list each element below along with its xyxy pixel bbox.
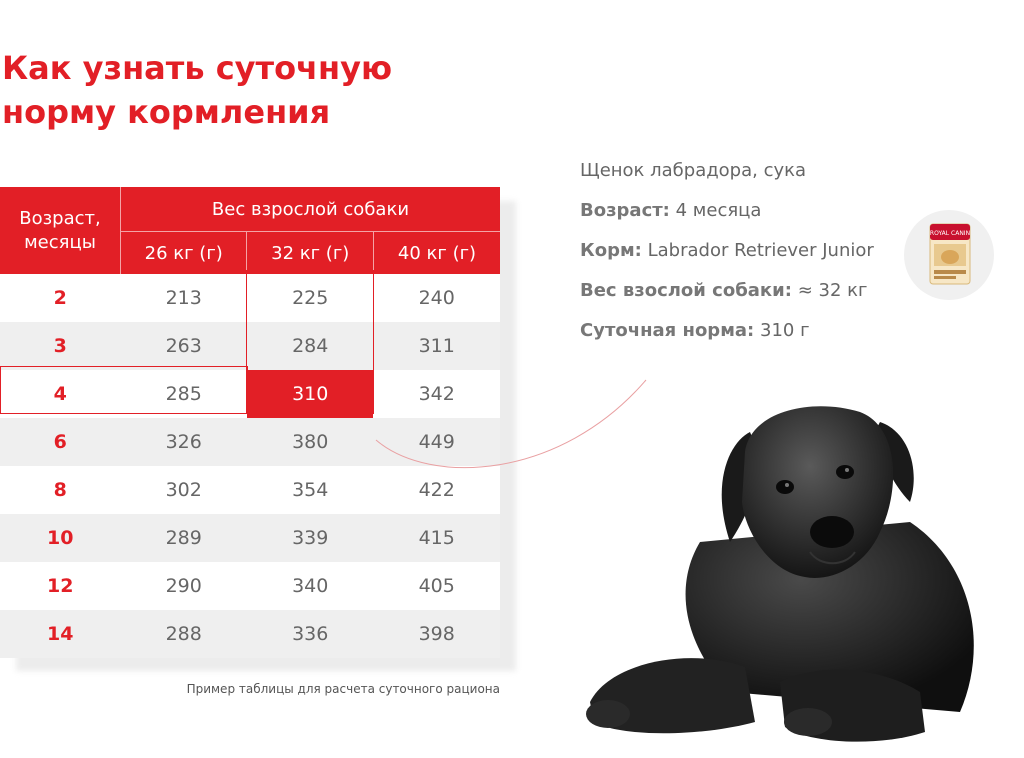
- value-cell: 284: [246, 322, 374, 370]
- value-cell: 240: [373, 274, 500, 322]
- info-adult-weight-value: ≈ 32 кг: [797, 280, 868, 301]
- table-caption: Пример таблицы для расчета суточного рац…: [186, 682, 500, 696]
- food-package-badge: ROYAL CANIN: [904, 210, 994, 300]
- value-cell: 449: [373, 418, 500, 466]
- food-package-icon: ROYAL CANIN: [929, 223, 971, 285]
- table-row: 8 302 354 422: [0, 466, 500, 514]
- age-column-header: Возраст, месяцы: [0, 187, 121, 274]
- weight-column-header-32: 32 кг (г): [246, 231, 374, 274]
- title-line-1: Как узнать суточную: [2, 49, 393, 87]
- info-age: Возраст: 4 месяца: [580, 198, 874, 238]
- value-cell: 285: [120, 370, 247, 418]
- page-title: Как узнать суточную норму кормления: [2, 46, 392, 134]
- value-cell: 422: [373, 466, 500, 514]
- info-daily-norm: Суточная норма: 310 г: [580, 318, 874, 358]
- value-cell: 311: [373, 322, 500, 370]
- value-cell: 288: [120, 610, 247, 658]
- info-food-value: Labrador Retriever Junior: [647, 240, 874, 261]
- value-cell: 339: [246, 514, 374, 562]
- title-line-2: норму кормления: [2, 93, 331, 131]
- highlighted-value-cell: 310: [246, 370, 374, 418]
- age-cell: 4: [0, 370, 121, 418]
- age-cell: 8: [0, 466, 121, 514]
- info-adult-weight: Вес взослой собаки: ≈ 32 кг: [580, 278, 874, 318]
- value-cell: 340: [246, 562, 374, 610]
- weight-column-header-40: 40 кг (г): [373, 231, 500, 274]
- table-row: 4 285 310 342: [0, 370, 500, 418]
- package-brand: ROYAL CANIN: [930, 230, 970, 237]
- value-cell: 263: [120, 322, 247, 370]
- age-cell: 3: [0, 322, 121, 370]
- table-row: 12 290 340 405: [0, 562, 500, 610]
- age-cell: 12: [0, 562, 121, 610]
- value-cell: 354: [246, 466, 374, 514]
- value-cell: 302: [120, 466, 247, 514]
- table-row: 14 288 336 398: [0, 610, 500, 658]
- info-heading: Щенок лабрадора, сука: [580, 160, 807, 181]
- value-cell: 380: [246, 418, 374, 466]
- weight-column-header-26: 26 кг (г): [120, 231, 248, 274]
- info-food-label: Корм:: [580, 240, 642, 261]
- info-age-value: 4 месяца: [675, 200, 762, 221]
- info-food: Корм: Labrador Retriever Junior: [580, 238, 874, 278]
- value-cell: 398: [373, 610, 500, 658]
- value-cell: 290: [120, 562, 247, 610]
- table-row: 6 326 380 449: [0, 418, 500, 466]
- value-cell: 336: [246, 610, 374, 658]
- value-cell: 342: [373, 370, 500, 418]
- value-cell: 289: [120, 514, 247, 562]
- info-adult-weight-label: Вес взослой собаки:: [580, 280, 792, 301]
- age-cell: 14: [0, 610, 121, 658]
- table-row: 2 213 225 240: [0, 274, 500, 322]
- table-row: 10 289 339 415: [0, 514, 500, 562]
- info-daily-value: 310 г: [760, 320, 810, 341]
- feeding-table: Возраст, месяцы Вес взрослой собаки 26 к…: [0, 187, 500, 658]
- example-info: Щенок лабрадора, сука Возраст: 4 месяца …: [580, 158, 874, 358]
- age-cell: 2: [0, 274, 121, 322]
- info-daily-label: Суточная норма:: [580, 320, 755, 341]
- table-row: 3 263 284 311: [0, 322, 500, 370]
- value-cell: 326: [120, 418, 247, 466]
- labrador-puppy-image: [586, 406, 974, 742]
- value-cell: 213: [120, 274, 247, 322]
- value-cell: 225: [246, 274, 374, 322]
- value-cell: 405: [373, 562, 500, 610]
- value-cell: 415: [373, 514, 500, 562]
- age-cell: 6: [0, 418, 121, 466]
- age-cell: 10: [0, 514, 121, 562]
- weight-group-header: Вес взрослой собаки: [120, 187, 500, 232]
- info-age-label: Возраст:: [580, 200, 670, 221]
